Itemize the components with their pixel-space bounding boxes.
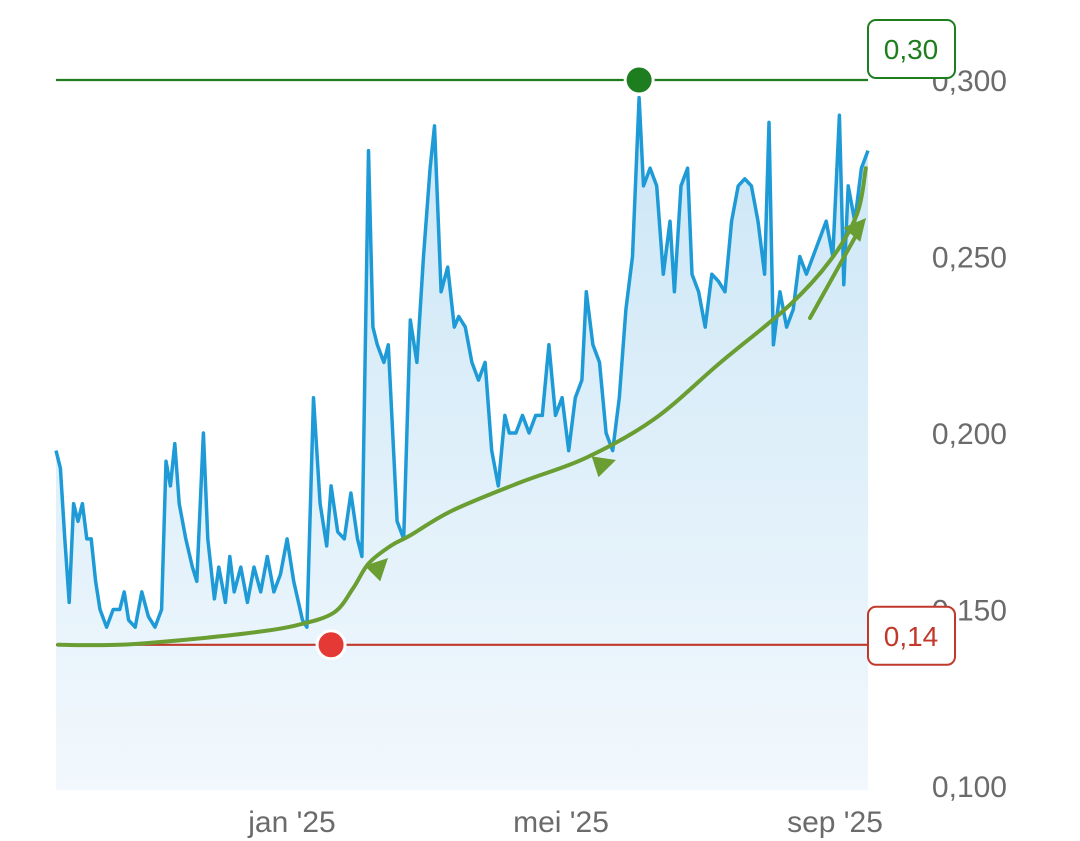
reference-label-box-0 bbox=[867, 19, 956, 79]
series-lines bbox=[54, 95, 870, 648]
price-series-line bbox=[54, 95, 870, 629]
reference-lines bbox=[56, 78, 868, 646]
x-tick-label-2: sep '25 bbox=[787, 806, 883, 839]
y-tick-label-2: 0,200 bbox=[932, 418, 1007, 451]
trend-arrow-2 bbox=[843, 218, 866, 242]
reference-label-0: 0,30 bbox=[884, 34, 939, 65]
trend-arrow-1 bbox=[591, 456, 616, 478]
price-area-fill bbox=[56, 97, 868, 791]
x-tick-label-1: mei '25 bbox=[513, 806, 609, 839]
y-tick-label-4: 0,100 bbox=[932, 771, 1007, 804]
trend-arrow-0 bbox=[364, 558, 388, 582]
x-tick-label-0: jan '25 bbox=[247, 806, 335, 839]
y-tick-label-1: 0,250 bbox=[932, 242, 1007, 275]
trend-line bbox=[56, 166, 868, 648]
x-axis: jan '25 mei '25 sep '25 bbox=[247, 806, 883, 839]
markers bbox=[315, 64, 655, 661]
reference-label-1: 0,14 bbox=[884, 621, 939, 652]
trend-arrow-tail bbox=[808, 230, 860, 320]
reference-label-box-1 bbox=[867, 605, 956, 666]
price-area bbox=[56, 97, 868, 791]
marker-1 bbox=[315, 629, 347, 661]
reference-labels: 0,30 0,14 bbox=[867, 19, 956, 666]
marker-0 bbox=[623, 64, 655, 96]
